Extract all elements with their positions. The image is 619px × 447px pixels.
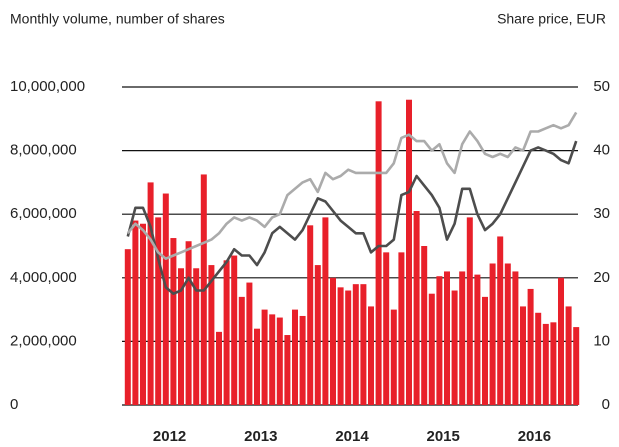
bar xyxy=(269,314,276,405)
bar xyxy=(360,284,367,405)
bar xyxy=(223,260,230,405)
bar xyxy=(550,322,557,405)
bar xyxy=(124,249,131,405)
y-tick-label: 8,000,000 xyxy=(10,142,77,159)
y-tick-label: 6,000,000 xyxy=(10,205,77,222)
bar xyxy=(276,317,283,405)
bar xyxy=(466,217,473,405)
bar xyxy=(185,241,192,405)
bar xyxy=(261,309,268,405)
bar xyxy=(375,101,382,405)
chart-title: Monthly volume, number of shares xyxy=(10,11,225,27)
bar xyxy=(398,252,405,405)
bar xyxy=(147,182,154,405)
bar xyxy=(428,293,435,405)
bar xyxy=(322,217,329,405)
bar xyxy=(284,335,291,405)
bar xyxy=(330,277,336,405)
bar xyxy=(390,309,397,405)
bar xyxy=(208,265,215,405)
bar xyxy=(535,312,542,405)
bar xyxy=(558,277,564,405)
y-tick-label: 2,000,000 xyxy=(10,332,77,349)
bar xyxy=(345,290,352,405)
bar xyxy=(482,296,488,405)
bar xyxy=(140,223,146,405)
bar xyxy=(489,263,496,405)
bar xyxy=(231,255,238,405)
x-tick-label: 2012 xyxy=(153,428,186,445)
y-tick-label: 4,000,000 xyxy=(10,269,77,286)
y-tick-label: 0 xyxy=(10,396,18,413)
bar xyxy=(406,99,412,405)
bar xyxy=(565,306,572,405)
bar xyxy=(421,246,428,405)
bar xyxy=(444,271,450,405)
y2-tick-label: 40 xyxy=(593,142,610,159)
y2-tick-label: 10 xyxy=(593,332,610,349)
bar xyxy=(178,268,184,405)
x-tick-label: 2014 xyxy=(335,428,369,445)
bar xyxy=(292,309,298,405)
y2-tick-label: 30 xyxy=(593,205,610,222)
bar xyxy=(451,290,458,405)
y-tick-label: 10,000,000 xyxy=(10,78,85,95)
y2-tick-label: 50 xyxy=(593,78,610,95)
y2-tick-label: 20 xyxy=(593,269,610,286)
bar xyxy=(162,193,169,405)
bar xyxy=(352,284,359,405)
bar xyxy=(512,271,519,405)
bar xyxy=(413,211,420,405)
bar xyxy=(474,274,481,405)
bar xyxy=(527,288,534,405)
bar xyxy=(459,271,466,405)
bar xyxy=(299,315,306,405)
x-tick-label: 2013 xyxy=(244,428,277,445)
bar xyxy=(246,282,253,405)
bar xyxy=(314,265,321,405)
bar xyxy=(368,306,374,405)
bar xyxy=(170,238,177,405)
bar xyxy=(337,287,344,405)
bar xyxy=(573,327,580,405)
price-line xyxy=(126,140,578,295)
bar xyxy=(155,217,162,405)
bar xyxy=(254,328,260,405)
bar xyxy=(193,268,200,405)
bar xyxy=(542,323,549,405)
price-line xyxy=(126,111,578,260)
bar xyxy=(504,263,511,405)
bar xyxy=(238,296,245,405)
y2-title: Share price, EUR xyxy=(497,11,606,27)
bar xyxy=(520,306,526,405)
bar xyxy=(216,331,222,405)
y2-tick-label: 0 xyxy=(602,396,610,413)
bar xyxy=(436,276,443,405)
x-tick-label: 2016 xyxy=(518,428,551,445)
x-tick-label: 2015 xyxy=(427,428,460,445)
bar xyxy=(132,220,139,405)
bar xyxy=(383,252,390,405)
bar xyxy=(497,236,504,405)
bar xyxy=(307,225,314,405)
